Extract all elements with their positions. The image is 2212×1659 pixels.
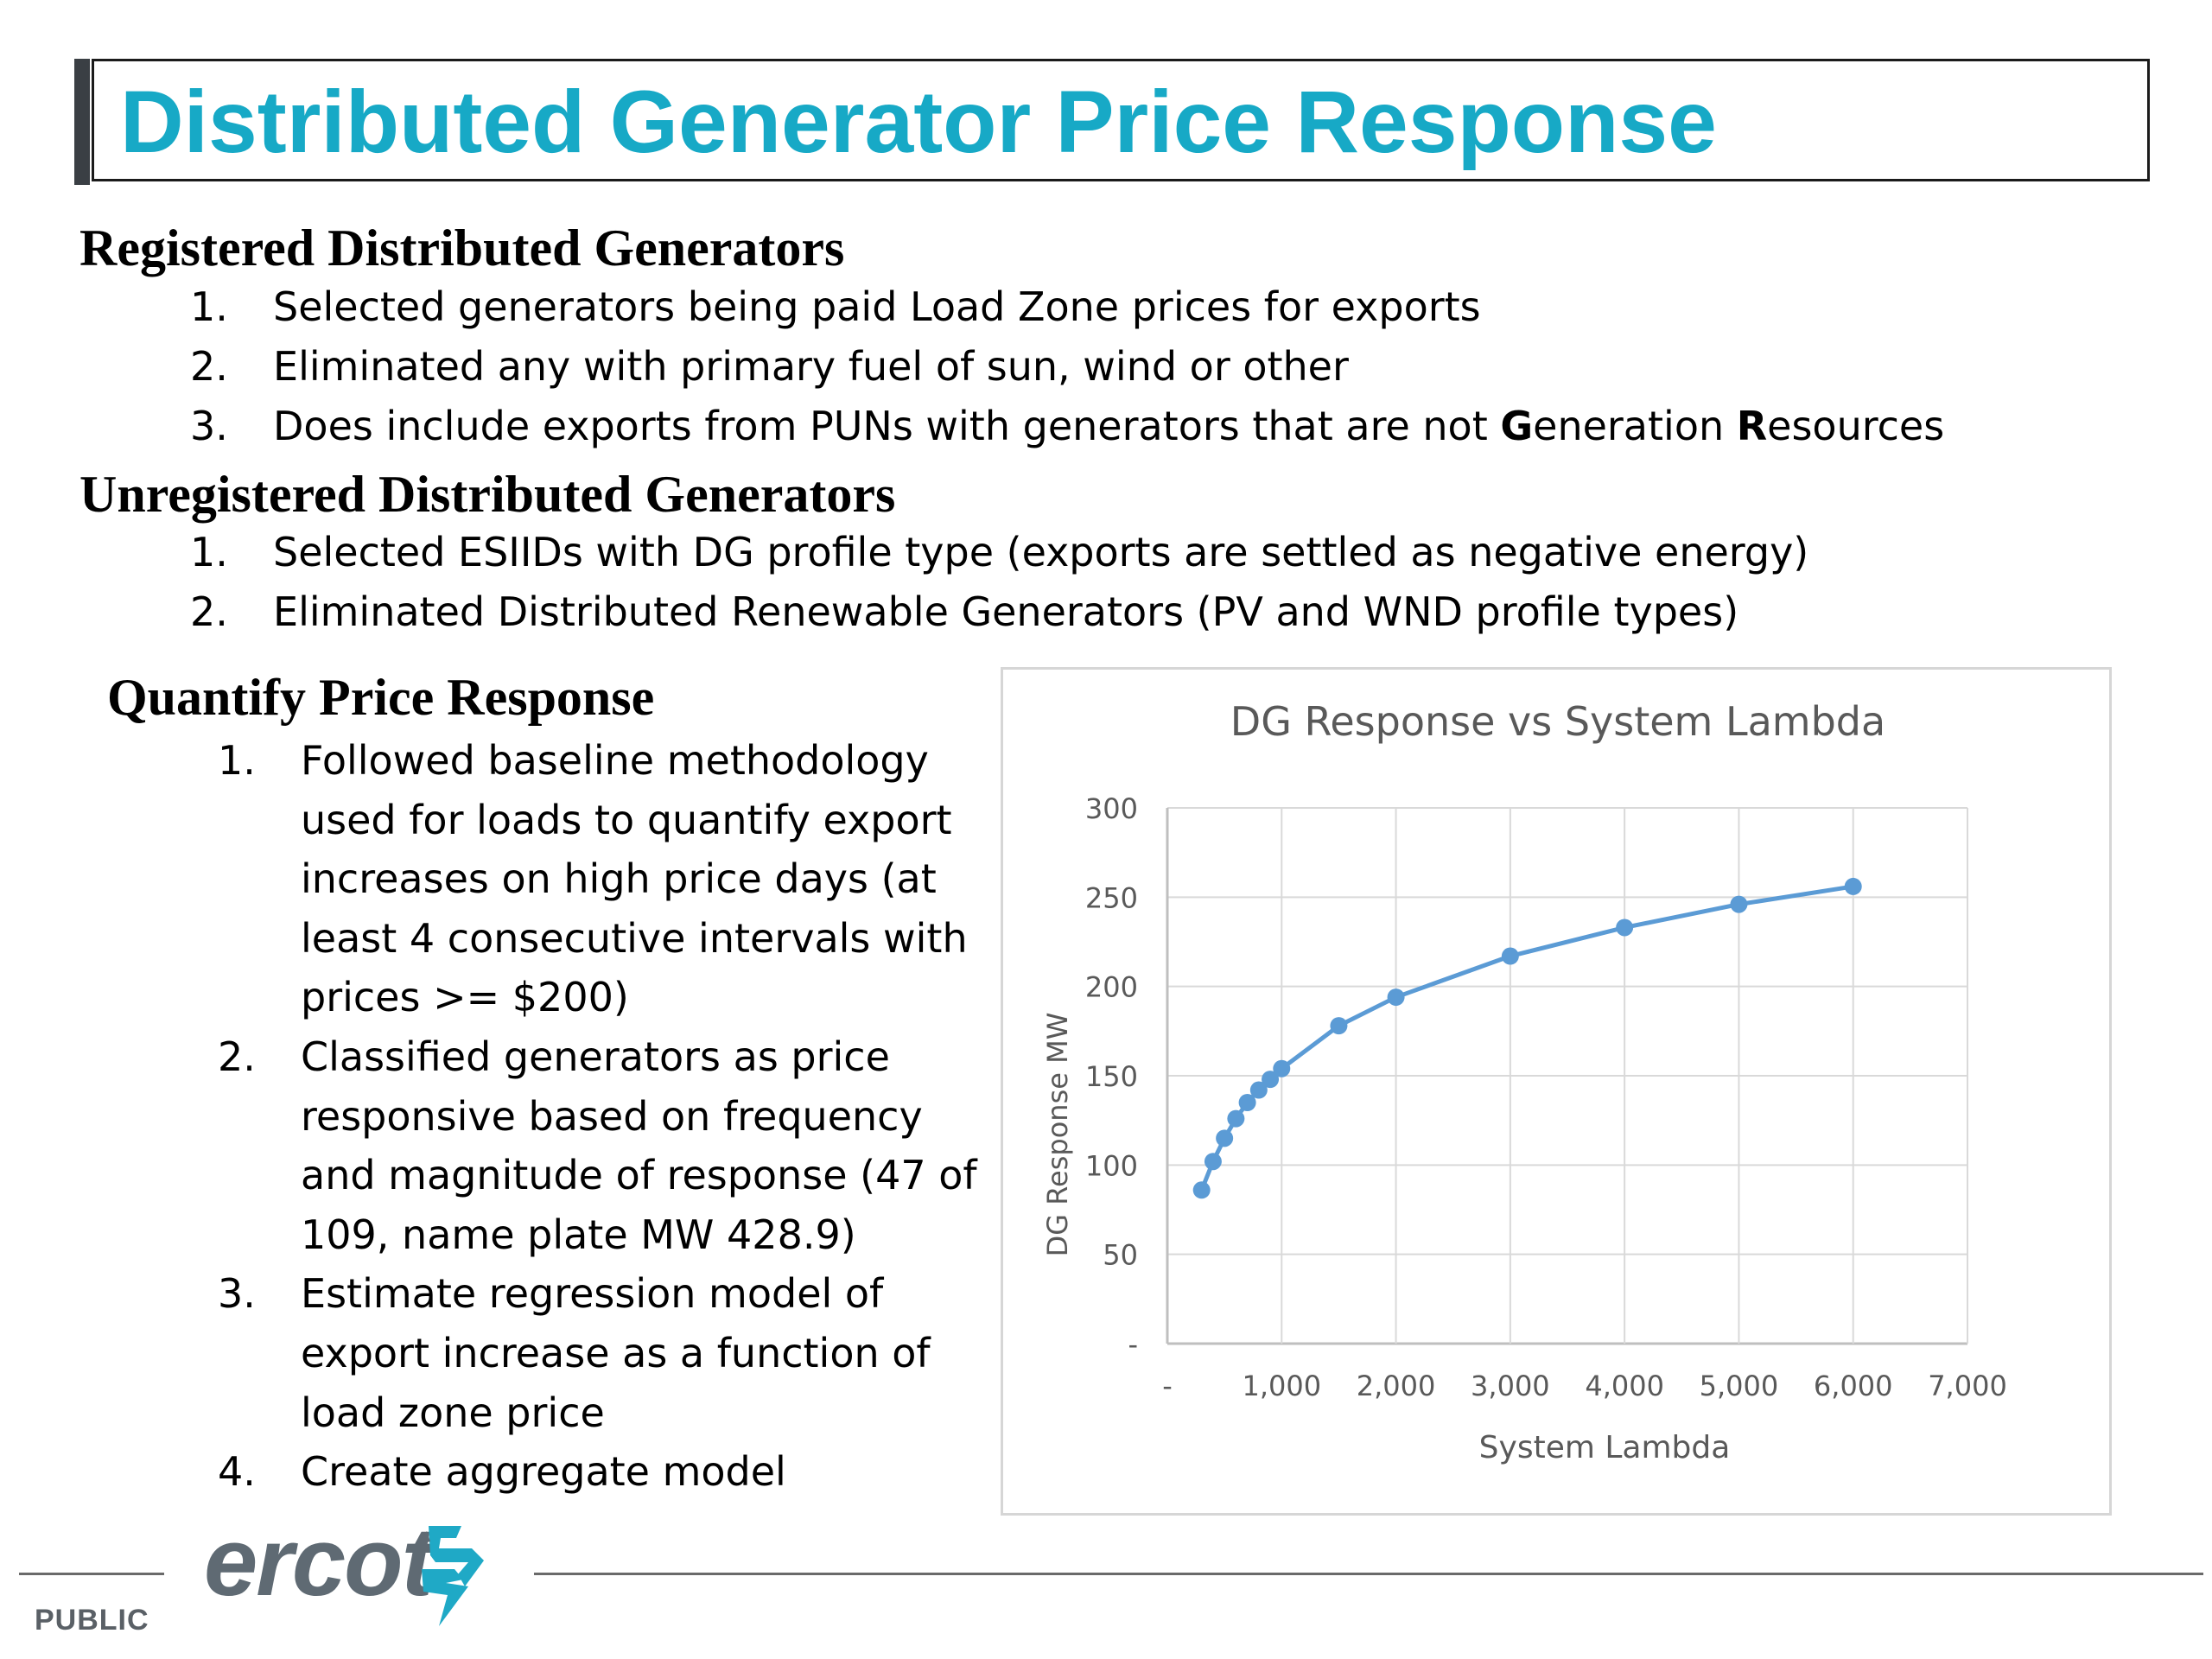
x-tick-label: - [1162,1370,1173,1402]
unregistered-heading: Unregistered Distributed Generators [79,466,896,523]
data-point [1204,1153,1222,1171]
data-point [1501,947,1519,965]
x-axis-label: System Lambda [1479,1430,1731,1465]
slide-title: Distributed Generator Price Response [120,73,1717,171]
footer-divider-right [534,1573,2203,1575]
data-point [1387,988,1405,1007]
x-tick-label: 6,000 [1814,1370,1893,1402]
x-tick-label: 7,000 [1928,1370,2007,1402]
list-item: 2. Classified generators as price respon… [218,1027,995,1264]
data-point [1249,1081,1268,1099]
data-point [1273,1059,1291,1077]
x-tick-label: 3,000 [1471,1370,1550,1402]
title-box: Distributed Generator Price Response [92,59,2150,181]
y-axis-label: DG Response MW [1041,1013,1074,1257]
list-item: 1. Selected ESIIDs with DG profile type … [190,529,2022,588]
list-item: 3. Estimate regression model of export i… [218,1264,995,1442]
unregistered-list: 1. Selected ESIIDs with DG profile type … [190,529,2022,648]
list-text: Classified generators as price responsiv… [301,1033,977,1258]
data-point [1238,1094,1256,1111]
list-item: 2. Eliminated any with primary fuel of s… [190,343,2022,403]
y-tick-label: 150 [1085,1060,1138,1093]
data-point [1216,1129,1234,1147]
list-text-part: Does include exports from PUNs with gene… [273,403,1501,449]
x-tick-label: 5,000 [1700,1370,1779,1402]
list-text: Selected ESIIDs with DG profile type (ex… [273,529,1809,575]
chart-frame: - 50 100 150 200 250 300 - 1,000 2,000 3,000 4,000 5… [1001,667,2112,1516]
list-text: Eliminated Distributed Renewable Generat… [273,588,1739,635]
chart-series [1192,877,1862,1199]
list-number: 2. [190,588,228,635]
series-line [1199,884,1854,1192]
list-text-part: esources [1767,403,1945,449]
x-tick-label: 1,000 [1242,1370,1321,1402]
list-number: 4. [218,1448,256,1496]
list-item: 2. Eliminated Distributed Renewable Gene… [190,588,2022,648]
registered-heading: Registered Distributed Generators [79,219,845,276]
data-point [1730,895,1748,913]
y-tick-label: 200 [1085,971,1138,1004]
list-number: 1. [190,283,228,330]
ercot-logo-icon [416,1526,484,1626]
list-text: Selected generators being paid Load Zone… [273,283,1481,330]
y-tick-label: 300 [1085,792,1138,825]
registered-list: 1. Selected generators being paid Load Z… [190,283,2022,462]
bold-letter-g: G [1500,403,1534,449]
list-item: 1. Followed baseline methodology used fo… [218,731,995,1027]
y-tick-label: 100 [1085,1149,1138,1182]
list-number: 3. [190,403,228,449]
classification-label: PUBLIC [35,1604,149,1637]
x-tick-label: 4,000 [1585,1370,1664,1402]
data-point [1616,918,1634,937]
footer-divider-left [19,1573,164,1575]
y-tick-label: 250 [1085,881,1138,914]
data-point [1192,1181,1211,1199]
list-number: 3. [218,1270,256,1318]
list-item: 3. Does include exports from PUNs with g… [190,403,2022,462]
ercot-logo-text: ercot [204,1508,434,1616]
list-item: 1. Selected generators being paid Load Z… [190,283,2022,343]
data-point [1227,1109,1245,1128]
list-number: 2. [190,343,228,390]
chart-grid [1166,807,1968,1345]
list-item: 4. Create aggregate model [218,1442,995,1502]
list-text: Does include exports from PUNs with gene… [273,403,1944,449]
y-tick-label: - [1128,1328,1138,1361]
data-point [1262,1071,1280,1089]
chart-title: DG Response vs System Lambda [1230,698,1885,745]
chart-axes: - 50 100 150 200 250 300 - 1,000 2,000 3,000 4,000 5… [1085,792,2007,1402]
list-text: Eliminated any with primary fuel of sun,… [273,343,1349,390]
quantify-list: 1. Followed baseline methodology used fo… [218,731,995,1502]
list-text-part: eneration [1533,403,1737,449]
bold-letter-r: R [1736,403,1768,449]
line-chart: - 50 100 150 200 250 300 - 1,000 2,000 3,000 4,000 5… [1041,698,2007,1465]
data-point [1330,1017,1348,1035]
list-number: 2. [218,1033,256,1080]
list-text: Followed baseline methodology used for l… [301,737,968,1021]
list-number: 1. [218,737,256,784]
list-text: Create aggregate model [301,1448,786,1496]
y-tick-label: 50 [1103,1239,1138,1272]
list-text: Estimate regression model of export incr… [301,1270,931,1436]
list-number: 1. [190,529,228,575]
data-point [1844,877,1862,895]
quantify-heading: Quantify Price Response [107,669,655,726]
title-accent-bar [74,59,90,185]
x-tick-label: 2,000 [1357,1370,1436,1402]
